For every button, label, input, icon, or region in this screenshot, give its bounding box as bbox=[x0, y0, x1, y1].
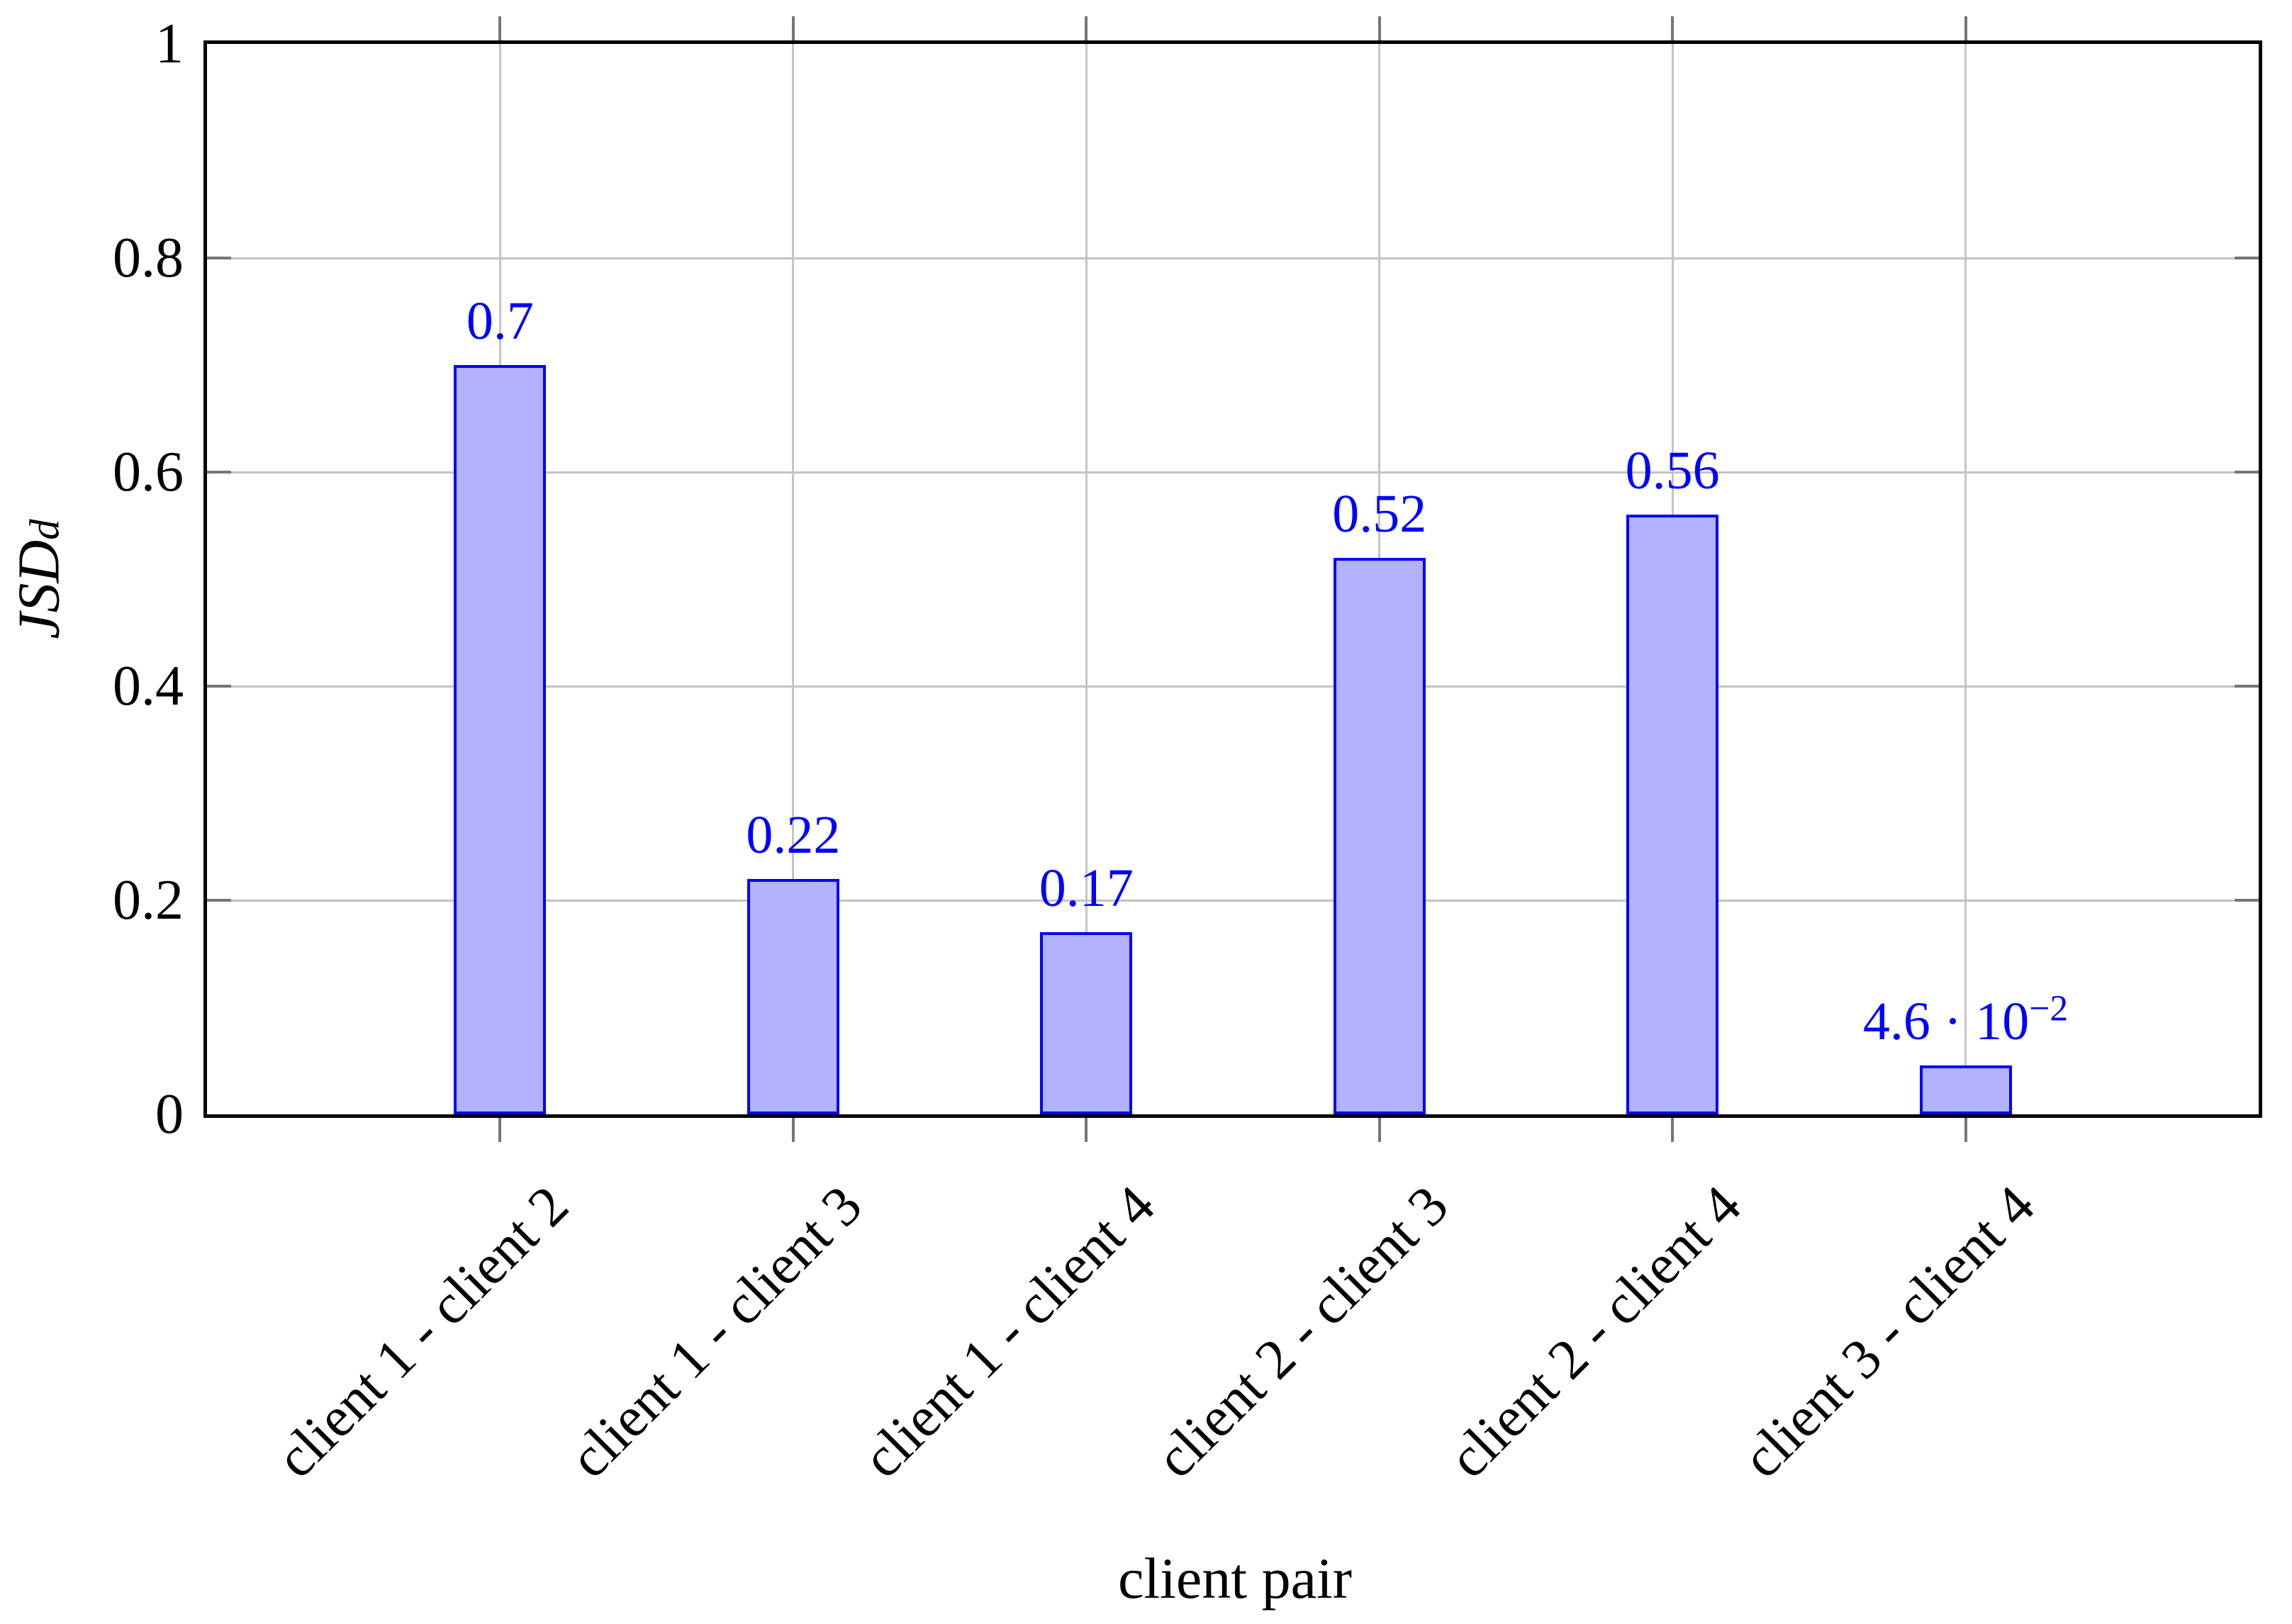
x-tick-top bbox=[1671, 16, 1675, 40]
x-axis-label: client pair bbox=[1117, 1546, 1353, 1611]
v-gridline bbox=[792, 44, 795, 1114]
bar-value-label: 0.22 bbox=[746, 802, 840, 868]
y-tick-right bbox=[2235, 899, 2259, 902]
x-tick-top bbox=[498, 16, 502, 40]
bar-value-label: 0.52 bbox=[1332, 481, 1426, 547]
y-tick-label: 0.6 bbox=[113, 441, 184, 503]
bar-value-main: 0.7 bbox=[466, 291, 534, 351]
h-gridline bbox=[207, 899, 2259, 902]
y-tick-right bbox=[2235, 257, 2259, 259]
y-axis-label-main: JSD bbox=[6, 539, 72, 639]
bar bbox=[1333, 557, 1426, 1114]
bar bbox=[1040, 932, 1133, 1114]
bar bbox=[1919, 1065, 2012, 1114]
y-tick-left bbox=[207, 685, 231, 688]
x-tick-bottom bbox=[1964, 1118, 1967, 1142]
bar-value-main: 0.52 bbox=[1332, 483, 1427, 544]
bar-value-label: 0.17 bbox=[1039, 856, 1134, 921]
bar-value-main: 0.22 bbox=[746, 805, 841, 865]
x-tick-label: client 1 - client 3 bbox=[557, 1174, 874, 1490]
x-tick-bottom bbox=[1085, 1118, 1088, 1142]
bar-value-main: 4.6 · 10 bbox=[1862, 991, 2030, 1051]
bar-value-label: 0.7 bbox=[466, 289, 534, 354]
y-axis-label-subscript: d bbox=[21, 519, 68, 540]
x-tick-label: client 1 - client 2 bbox=[264, 1174, 581, 1490]
x-tick-bottom bbox=[1671, 1118, 1675, 1142]
bar bbox=[454, 365, 547, 1114]
x-tick-label: client 2 - client 3 bbox=[1144, 1174, 1460, 1490]
plot-area bbox=[203, 40, 2262, 1118]
bar bbox=[1626, 515, 1719, 1114]
x-tick-bottom bbox=[791, 1118, 795, 1142]
y-tick-label: 1 bbox=[155, 13, 184, 75]
x-tick-label: client 2 - client 4 bbox=[1437, 1174, 1753, 1490]
h-gridline bbox=[207, 685, 2259, 688]
bar bbox=[747, 878, 839, 1114]
x-tick-label: client 1 - client 4 bbox=[851, 1174, 1167, 1490]
v-gridline bbox=[1964, 44, 1967, 1114]
y-axis-label: JSDd bbox=[5, 519, 74, 639]
bar-value-exponent: −2 bbox=[2029, 988, 2069, 1029]
x-tick-top bbox=[1085, 16, 1088, 40]
bar-value-label: 0.56 bbox=[1626, 438, 1720, 503]
bar-value-main: 0.56 bbox=[1625, 441, 1720, 501]
y-tick-label: 0 bbox=[155, 1083, 184, 1146]
x-tick-bottom bbox=[498, 1118, 502, 1142]
y-tick-left bbox=[207, 257, 231, 259]
bar-value-main: 0.17 bbox=[1039, 858, 1134, 919]
y-tick-left bbox=[207, 899, 231, 902]
y-tick-label: 0.8 bbox=[113, 227, 184, 289]
h-gridline bbox=[207, 257, 2259, 259]
y-tick-right bbox=[2235, 685, 2259, 688]
x-tick-top bbox=[1377, 16, 1381, 40]
y-tick-right bbox=[2235, 471, 2259, 474]
y-tick-left bbox=[207, 471, 231, 474]
y-tick-label: 0.2 bbox=[113, 869, 184, 931]
y-tick-label: 0.4 bbox=[113, 655, 184, 717]
v-gridline bbox=[1085, 44, 1088, 1114]
x-tick-bottom bbox=[1377, 1118, 1381, 1142]
bar-value-label: 4.6 · 10−2 bbox=[1863, 989, 2068, 1054]
h-gridline bbox=[207, 471, 2259, 474]
x-tick-top bbox=[791, 16, 795, 40]
x-tick-top bbox=[1964, 16, 1967, 40]
x-tick-label: client 3 - client 4 bbox=[1730, 1174, 2047, 1490]
